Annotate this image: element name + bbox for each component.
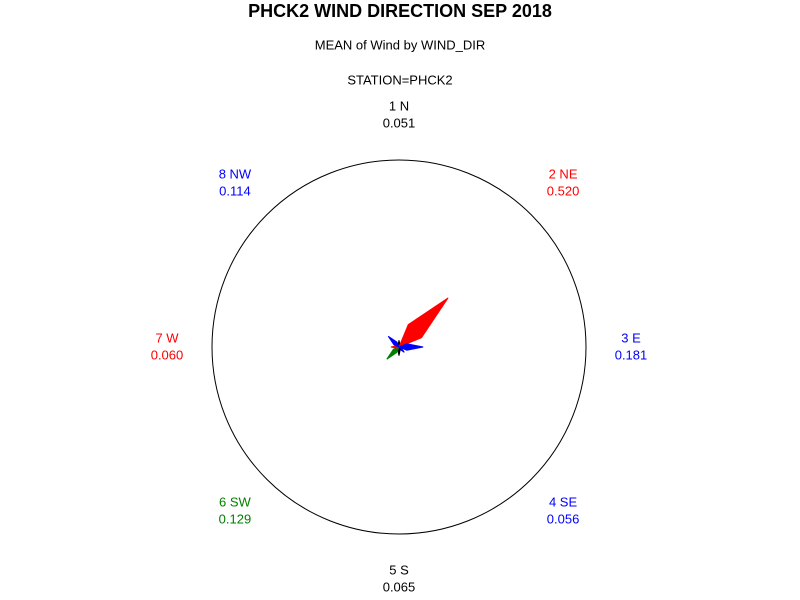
star-spike	[397, 343, 424, 351]
value-label: 0.520	[547, 183, 580, 198]
value-label: 0.129	[219, 511, 252, 526]
station-label: STATION=PHCK2	[347, 72, 452, 87]
value-label: 0.114	[219, 183, 251, 198]
category-label: 5 S	[389, 562, 409, 577]
value-label: 0.065	[383, 579, 416, 594]
value-label: 0.056	[547, 511, 580, 526]
chart-title: PHCK2 WIND DIRECTION SEP 2018	[248, 1, 552, 21]
chart-subtitle: MEAN of Wind by WIND_DIR	[315, 37, 485, 52]
value-label: 0.051	[383, 115, 416, 130]
outer-circle	[211, 159, 587, 535]
category-label: 1 N	[389, 98, 409, 113]
category-label: 7 W	[155, 330, 179, 345]
category-label: 8 NW	[219, 166, 252, 181]
star-spike	[387, 335, 400, 348]
category-label: 3 E	[621, 330, 641, 345]
star-spike	[386, 346, 400, 360]
star-spike	[398, 297, 449, 348]
value-label: 0.060	[151, 347, 184, 362]
value-label: 0.181	[615, 347, 648, 362]
category-label: 6 SW	[219, 494, 252, 509]
category-label: 2 NE	[549, 166, 578, 181]
category-label: 4 SE	[549, 494, 578, 509]
